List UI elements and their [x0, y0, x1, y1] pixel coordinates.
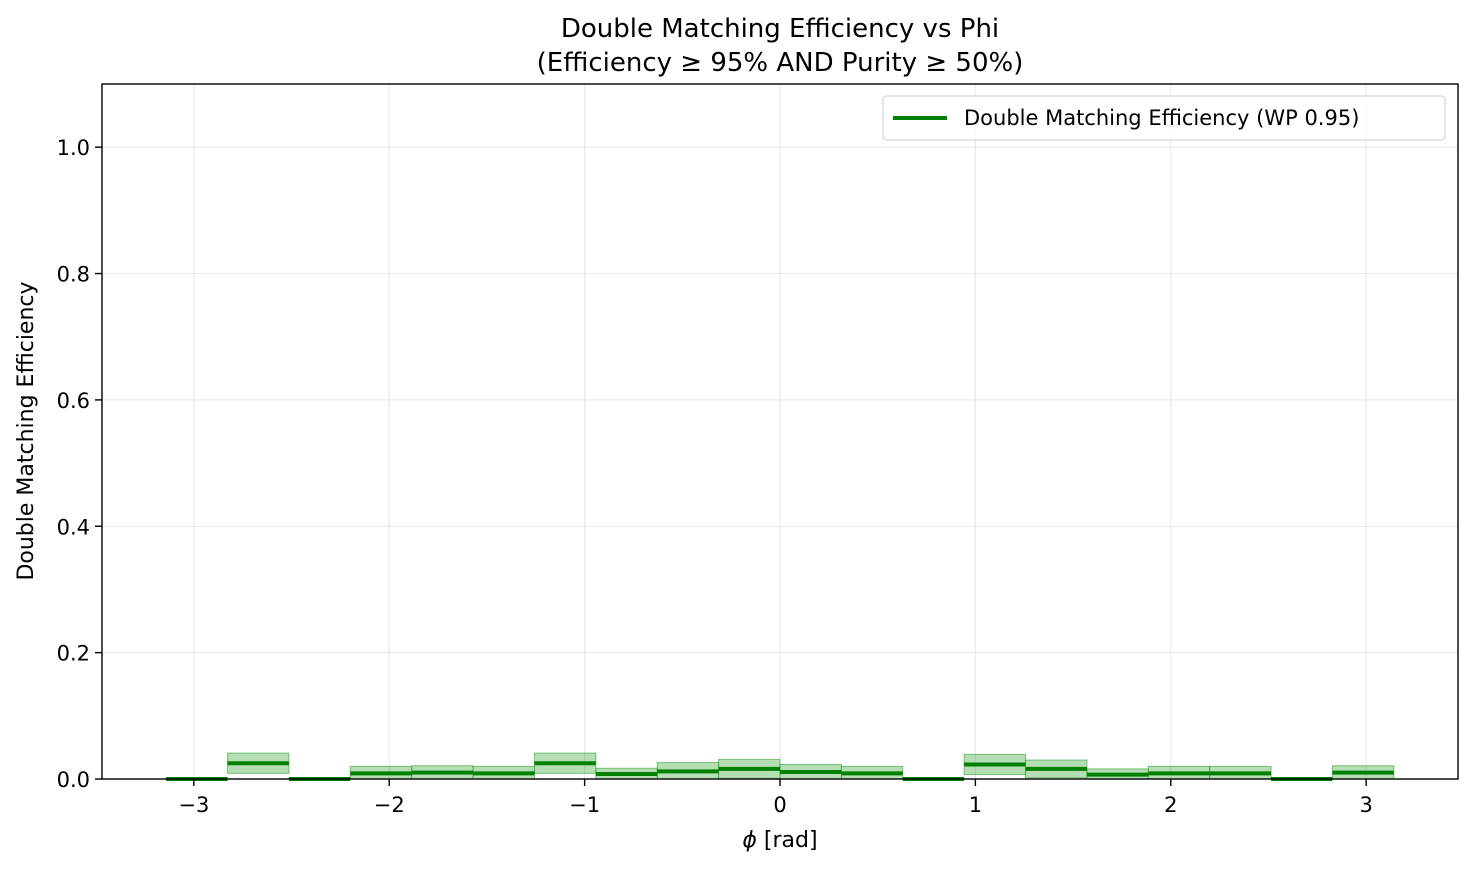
- x-tick-label: 0: [773, 793, 786, 817]
- y-tick-label: 1.0: [57, 136, 90, 160]
- x-tick-label: 1: [969, 793, 982, 817]
- chart-title: Double Matching Efficiency vs Phi: [561, 14, 999, 44]
- y-tick-label: 0.2: [57, 642, 90, 666]
- legend-entry-label: Double Matching Efficiency (WP 0.95): [964, 106, 1359, 130]
- y-tick-label: 0.6: [57, 389, 90, 413]
- y-tick-label: 0.4: [57, 515, 90, 539]
- x-tick-label: 2: [1164, 793, 1177, 817]
- y-axis-label: Double Matching Efficiency: [14, 281, 39, 580]
- x-axis-label: ϕ [rad]: [742, 828, 817, 853]
- y-tick-label: 0.0: [57, 768, 90, 792]
- x-tick-label: 3: [1359, 793, 1372, 817]
- x-axis-label-symbol: ϕ: [742, 828, 757, 853]
- x-tick-label: −1: [569, 793, 600, 817]
- x-tick-label: −3: [178, 793, 209, 817]
- legend: Double Matching Efficiency (WP 0.95): [882, 95, 1446, 141]
- x-axis-label-unit: [rad]: [757, 828, 818, 853]
- y-axis-ticks: 0.0 0.2 0.4 0.6 0.8 1.0: [57, 136, 102, 792]
- x-tick-label: −2: [374, 793, 405, 817]
- x-axis-ticks: −3 −2 −1 0 1 2 3: [178, 779, 1373, 817]
- legend-box: [882, 95, 1446, 141]
- y-tick-label: 0.8: [57, 263, 90, 287]
- chart-subtitle: (Efficiency ≥ 95% AND Purity ≥ 50%): [537, 48, 1024, 78]
